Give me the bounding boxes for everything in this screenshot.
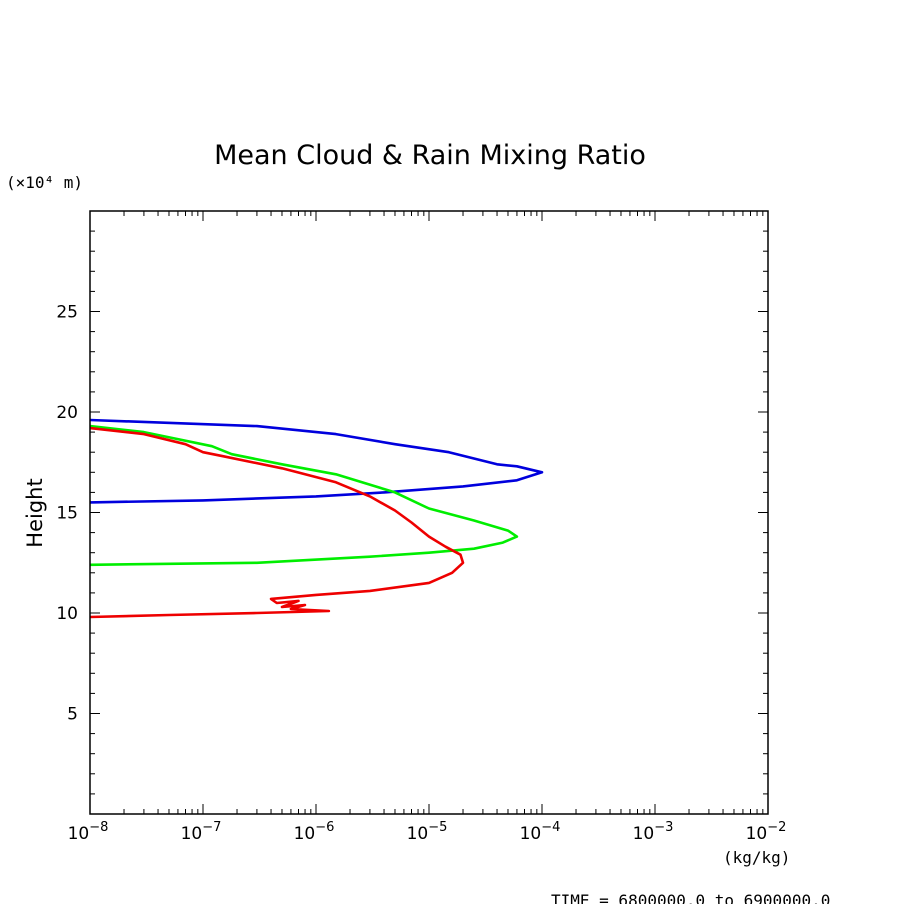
x-tick-exponent: −8 bbox=[89, 820, 108, 835]
series-line-2 bbox=[89, 424, 519, 567]
x-tick-exponent: −2 bbox=[767, 820, 786, 835]
x-tick-label: 10−2 bbox=[746, 820, 787, 844]
y-tick-label: 20 bbox=[56, 403, 78, 423]
footer-time: TIME = 6800000.0 to 6900000.0 bbox=[551, 891, 830, 904]
axis-ticks bbox=[89, 211, 769, 814]
y-tick-label: 25 bbox=[56, 303, 78, 323]
series-line-1 bbox=[89, 418, 544, 504]
x-tick-label: 10−3 bbox=[633, 820, 674, 844]
x-tick-labels: 10−8 10−7 10−6 10−5 10−4 10−3 10−2 bbox=[68, 820, 787, 844]
x-tick-label: 10−8 bbox=[68, 820, 109, 844]
y-tick-label: 5 bbox=[67, 705, 78, 725]
chart-title: Mean Cloud & Rain Mixing Ratio bbox=[214, 140, 646, 171]
x-tick-label: 10−4 bbox=[520, 820, 561, 844]
y-axis-label: Height bbox=[23, 478, 47, 547]
x-unit-label: (kg/kg) bbox=[723, 848, 790, 867]
y-unit-label: (×10⁴ m) bbox=[6, 173, 83, 192]
x-tick-exponent: −4 bbox=[541, 820, 560, 835]
x-tick-exponent: −3 bbox=[654, 820, 673, 835]
y-tick-label: 10 bbox=[56, 604, 78, 624]
x-tick-label: 10−5 bbox=[407, 820, 448, 844]
x-tick-label: 10−7 bbox=[181, 820, 222, 844]
series-line-3 bbox=[89, 426, 465, 619]
series-group bbox=[89, 418, 544, 619]
y-tick-label: 15 bbox=[56, 504, 78, 524]
x-tick-exponent: −6 bbox=[315, 820, 334, 835]
x-tick-exponent: −5 bbox=[428, 820, 447, 835]
y-tick-labels: 5 10 15 20 25 bbox=[56, 303, 78, 725]
plot-frame bbox=[89, 210, 769, 815]
x-tick-exponent: −7 bbox=[202, 820, 221, 835]
x-tick-label: 10−6 bbox=[294, 820, 335, 844]
